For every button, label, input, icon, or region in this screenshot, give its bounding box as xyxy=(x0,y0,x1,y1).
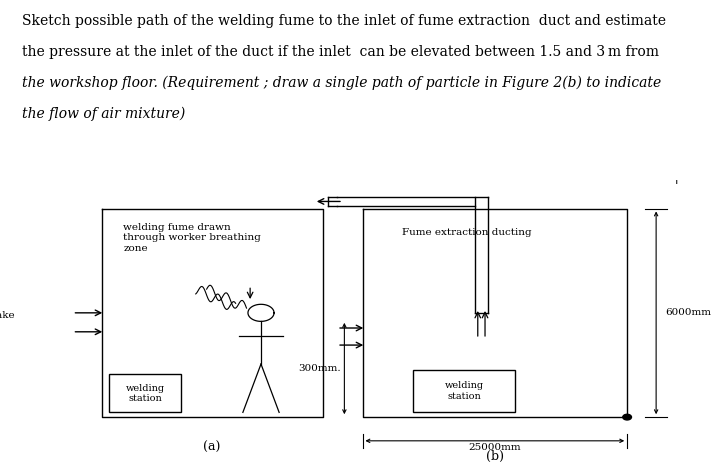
Text: the flow of air mixture): the flow of air mixture) xyxy=(22,107,185,121)
Text: (a): (a) xyxy=(204,441,220,454)
Text: 25000mm: 25000mm xyxy=(468,443,521,452)
Text: the workshop floor. (Requirement ; draw a single path of particle in Figure 2(b): the workshop floor. (Requirement ; draw … xyxy=(22,76,661,90)
FancyBboxPatch shape xyxy=(109,374,181,412)
Text: 6000mm: 6000mm xyxy=(665,309,710,317)
Text: the pressure at the inlet of the duct if the inlet  can be elevated between 1.5 : the pressure at the inlet of the duct if… xyxy=(22,45,659,59)
FancyBboxPatch shape xyxy=(413,370,515,412)
Text: (b): (b) xyxy=(486,450,504,463)
Text: ': ' xyxy=(674,180,678,192)
Text: welding fume drawn
through worker breathing
zone: welding fume drawn through worker breath… xyxy=(123,223,261,253)
Text: Sketch possible path of the welding fume to the inlet of fume extraction  duct a: Sketch possible path of the welding fume… xyxy=(22,14,666,28)
Text: 300mm.: 300mm. xyxy=(298,364,341,373)
Text: welding
station: welding station xyxy=(444,382,484,401)
Text: welding
station: welding station xyxy=(125,384,165,403)
Text: Fume extraction ducting: Fume extraction ducting xyxy=(402,228,532,237)
Text: fresh air intake: fresh air intake xyxy=(0,311,14,319)
Circle shape xyxy=(623,414,631,420)
